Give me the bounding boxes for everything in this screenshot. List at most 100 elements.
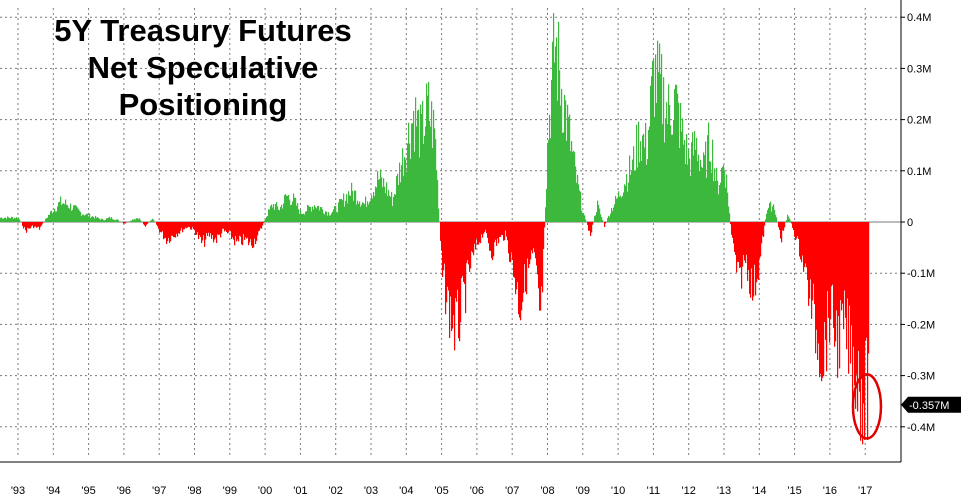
bar-negative	[519, 222, 521, 318]
bar-positive	[576, 182, 578, 222]
bar-positive	[82, 214, 84, 222]
bar-negative	[224, 222, 226, 232]
bar-positive	[617, 197, 619, 222]
bar-negative	[236, 222, 238, 242]
bar-positive	[622, 195, 624, 222]
bar-negative	[520, 222, 522, 321]
bar-positive	[660, 73, 662, 222]
bar-positive	[566, 140, 568, 222]
bar-negative	[465, 222, 467, 314]
bar-positive	[575, 166, 577, 222]
bar-positive	[396, 176, 398, 222]
bar-positive	[580, 191, 582, 222]
bar-positive	[569, 114, 571, 222]
bar-positive	[290, 205, 292, 222]
bar-negative	[463, 222, 465, 282]
bar-positive	[720, 182, 722, 222]
bar-positive	[101, 218, 103, 222]
bar-negative	[242, 222, 244, 246]
bar-positive	[136, 218, 138, 222]
bar-positive	[561, 88, 563, 222]
bar-positive	[714, 168, 716, 222]
bar-negative	[259, 222, 261, 231]
bar-positive	[584, 215, 586, 222]
bar-positive	[625, 185, 627, 222]
bar-positive	[788, 216, 790, 222]
bar-positive	[266, 216, 268, 222]
bar-positive	[288, 195, 290, 222]
bar-positive	[691, 142, 693, 222]
bar-negative	[473, 222, 475, 256]
bar-positive	[623, 192, 625, 222]
bar-positive	[389, 195, 391, 222]
x-tick-label: '16	[823, 485, 837, 497]
bar-positive	[116, 219, 118, 222]
bar-negative	[524, 222, 526, 265]
bar-negative	[482, 222, 484, 238]
bar-negative	[849, 222, 851, 306]
bar-positive	[332, 211, 334, 222]
bar-negative	[518, 222, 520, 315]
bar-positive	[13, 218, 15, 222]
bar-positive	[409, 143, 411, 222]
bar-positive	[384, 186, 386, 222]
bar-positive	[89, 213, 91, 222]
bar-negative	[467, 222, 469, 261]
bar-positive	[658, 72, 660, 222]
bar-negative	[497, 222, 499, 239]
bar-negative	[213, 222, 215, 243]
bar-positive	[318, 205, 320, 222]
bar-positive	[374, 196, 376, 222]
bar-positive	[130, 220, 132, 222]
bar-positive	[100, 219, 102, 222]
bar-negative	[814, 222, 816, 305]
bar-positive	[371, 195, 373, 222]
chart-title: 5Y Treasury Futures Net Speculative Posi…	[54, 13, 352, 122]
bar-negative	[166, 222, 168, 244]
bar-negative	[783, 222, 785, 231]
bar-positive	[629, 155, 631, 222]
bar-positive	[352, 190, 354, 222]
bar-positive	[718, 194, 720, 222]
bar-positive	[770, 201, 772, 222]
bar-positive	[150, 220, 152, 222]
bar-positive	[635, 170, 637, 222]
bar-negative	[530, 222, 532, 260]
bar-positive	[267, 216, 269, 222]
bar-negative	[763, 222, 765, 237]
bar-negative	[156, 222, 158, 225]
bar-positive	[615, 195, 617, 222]
bar-positive	[296, 205, 298, 222]
bar-positive	[47, 217, 49, 222]
bar-positive	[281, 204, 283, 222]
bar-positive	[299, 214, 301, 222]
bar-positive	[643, 133, 645, 222]
bar-negative	[174, 222, 176, 238]
bar-positive	[94, 218, 96, 222]
x-tick-label: '15	[787, 485, 801, 497]
bar-negative	[590, 222, 592, 236]
bar-positive	[63, 203, 65, 222]
bar-positive	[151, 219, 153, 222]
bar-positive	[65, 199, 67, 222]
bar-negative	[237, 222, 239, 240]
bar-negative	[848, 222, 850, 374]
bar-negative	[440, 222, 442, 241]
bar-negative	[592, 222, 594, 225]
bar-positive	[398, 185, 400, 222]
bar-negative	[185, 222, 187, 228]
bar-positive	[582, 212, 584, 222]
bar-positive	[559, 70, 561, 222]
bar-negative	[210, 222, 212, 234]
bar-negative	[851, 222, 853, 326]
bar-negative	[822, 222, 824, 378]
bar-positive	[647, 159, 649, 222]
y-tick-label: 0.4M	[907, 12, 931, 24]
bar-negative	[842, 222, 844, 304]
bar-positive	[283, 203, 285, 222]
bar-positive	[51, 210, 53, 222]
bar-positive	[417, 110, 419, 222]
bar-negative	[741, 222, 743, 289]
bar-negative	[544, 222, 546, 228]
bar-positive	[113, 219, 115, 222]
